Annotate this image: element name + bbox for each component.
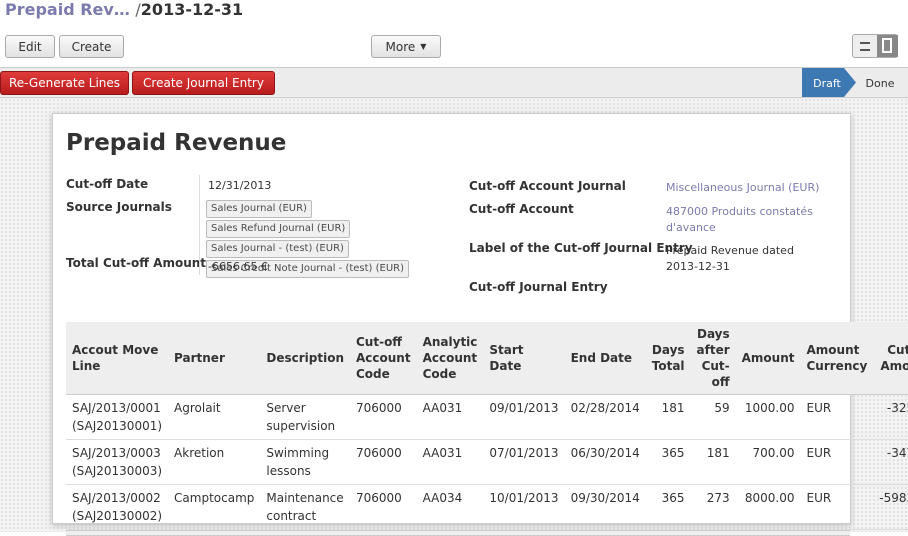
table-cell: 365 [646, 485, 691, 530]
field-value: -6656.65 € [208, 260, 268, 273]
table-cell: Akretion [168, 440, 260, 485]
regenerate-button[interactable]: Re-Generate Lines [0, 71, 129, 95]
field-label: Source Journals [66, 200, 172, 214]
field-link[interactable]: Miscellaneous Journal (EUR) [666, 181, 819, 194]
column-header[interactable]: Cut-off Amount [873, 322, 908, 395]
status-draft: Draft [813, 77, 841, 90]
field-label: Cut-off Account [469, 202, 574, 216]
lines-table-wrap: Accout Move LinePartnerDescriptionCut-of… [66, 322, 908, 536]
table-row[interactable]: SAJ/2013/0003 (SAJ20130003)AkretionSwimm… [66, 440, 908, 485]
table-cell: -325.97 [873, 395, 908, 440]
view-switcher[interactable] [852, 34, 898, 58]
field-link[interactable]: 487000 Produits constatés d'avance [666, 204, 816, 236]
table-cell: 706000 [350, 395, 417, 440]
table-cell: EUR [801, 485, 874, 530]
table-cell: Agrolait [168, 395, 260, 440]
create-entry-button[interactable]: Create Journal Entry [132, 71, 275, 95]
field-value: Prepaid Revenue dated 2013-12-31 [666, 243, 796, 275]
table-cell: 1000.00 [736, 395, 801, 440]
column-header[interactable]: End Date [565, 322, 646, 395]
column-header[interactable]: Analytic Account Code [417, 322, 484, 395]
field-label: Cut-off Account Journal [469, 179, 626, 193]
form-icon[interactable] [877, 35, 898, 57]
table-cell: 365 [646, 440, 691, 485]
status-done[interactable]: Done [866, 77, 895, 90]
breadcrumb-current: 2013-12-31 [141, 0, 243, 19]
table-cell: Camptocamp [168, 485, 260, 530]
lines-table: Accout Move LinePartnerDescriptionCut-of… [66, 322, 908, 530]
field-label: Total Cut-off Amount [66, 256, 206, 270]
list-icon[interactable] [860, 42, 870, 51]
table-row[interactable]: SAJ/2013/0001 (SAJ20130001)AgrolaitServe… [66, 395, 908, 440]
column-header[interactable]: Start Date [483, 322, 564, 395]
table-cell: Maintenance contract [260, 485, 350, 530]
table-cell: SAJ/2013/0003 (SAJ20130003) [66, 440, 168, 485]
column-header[interactable]: Accout Move Line [66, 322, 168, 395]
table-cell: 181 [691, 440, 736, 485]
table-cell: 09/01/2013 [483, 395, 564, 440]
table-footer [66, 530, 850, 536]
table-cell: 273 [691, 485, 736, 530]
table-cell: AA034 [417, 485, 484, 530]
header-row: Accout Move LinePartnerDescriptionCut-of… [66, 322, 908, 395]
table-cell: 181 [646, 395, 691, 440]
table-cell: -347.12 [873, 440, 908, 485]
breadcrumb: Prepaid Rev… /2013-12-31 [5, 0, 243, 19]
table-cell: 8000.00 [736, 485, 801, 530]
table-cell: Swimming lessons [260, 440, 350, 485]
table-cell: 09/30/2014 [565, 485, 646, 530]
more-label: More [386, 40, 416, 54]
table-cell: 06/30/2014 [565, 440, 646, 485]
column-header[interactable]: Amount Currency [801, 322, 874, 395]
edit-button[interactable]: Edit [5, 35, 55, 58]
field-label: Cut-off Date [66, 177, 148, 191]
column-header[interactable]: Amount [736, 322, 801, 395]
field-divider [199, 175, 200, 275]
column-header[interactable]: Days after Cut-off [691, 322, 736, 395]
table-cell: Server supervision [260, 395, 350, 440]
table-cell: 59 [691, 395, 736, 440]
table-cell: EUR [801, 440, 874, 485]
table-cell: AA031 [417, 440, 484, 485]
table-cell: 02/28/2014 [565, 395, 646, 440]
column-header[interactable]: Description [260, 322, 350, 395]
table-row[interactable]: SAJ/2013/0002 (SAJ20130002)CamptocampMai… [66, 485, 908, 530]
table-cell: SAJ/2013/0001 (SAJ20130001) [66, 395, 168, 440]
field-label: Label of the Cut-off Journal Entry [469, 241, 693, 255]
table-cell: -5983.56 [873, 485, 908, 530]
table-cell: SAJ/2013/0002 (SAJ20130002) [66, 485, 168, 530]
table-cell: 706000 [350, 440, 417, 485]
table-cell: 07/01/2013 [483, 440, 564, 485]
table-cell: AA031 [417, 395, 484, 440]
form-title: Prepaid Revenue [66, 130, 286, 156]
journal-tag[interactable]: Sales Refund Journal (EUR) [206, 220, 350, 238]
journal-tag[interactable]: Sales Journal - (test) (EUR) [206, 240, 349, 258]
status-bar: Draft Done [802, 68, 908, 97]
field-label: Cut-off Journal Entry [469, 280, 608, 294]
table-cell: 700.00 [736, 440, 801, 485]
journal-tag[interactable]: Sales Journal (EUR) [206, 200, 312, 218]
column-header[interactable]: Partner [168, 322, 260, 395]
table-cell: 10/01/2013 [483, 485, 564, 530]
table-cell: 706000 [350, 485, 417, 530]
column-header[interactable]: Days Total [646, 322, 691, 395]
breadcrumb-parent[interactable]: Prepaid Rev… [5, 0, 130, 19]
field-value: 12/31/2013 [208, 179, 271, 192]
create-button[interactable]: Create [59, 35, 124, 58]
more-button[interactable]: More▼ [371, 35, 441, 58]
table-cell: EUR [801, 395, 874, 440]
column-header[interactable]: Cut-off Account Code [350, 322, 417, 395]
